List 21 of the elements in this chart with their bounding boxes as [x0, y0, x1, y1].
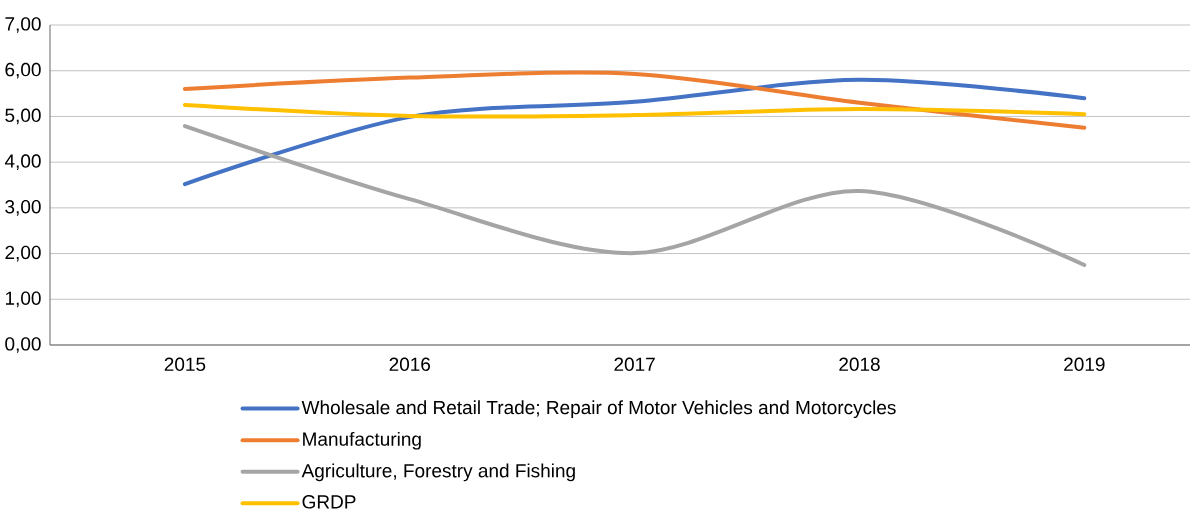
x-tick-label: 2016 — [389, 357, 431, 371]
y-tick-label: 0,00 — [5, 337, 41, 353]
legend-label: Wholesale and Retail Trade; Repair of Motor Vehicles and Motorcycles — [301, 400, 896, 419]
y-tick-label: 5,00 — [5, 108, 41, 125]
y-tick-label: 4,00 — [4, 154, 41, 170]
x-tick-label: 2015 — [164, 357, 206, 371]
line-series — [182, 124, 1087, 267]
legend-label: GRDP — [302, 495, 356, 509]
x-tick-label: 2017 — [614, 357, 655, 371]
y-tick-label: 6,00 — [5, 62, 41, 79]
y-tick-label: 7,00 — [5, 17, 41, 33]
y-tick-label: 1,00 — [5, 291, 41, 308]
legend-label: Manufacturing — [303, 431, 421, 450]
x-tick-label: 2019 — [1064, 357, 1105, 371]
y-tick-label: 3,00 — [5, 200, 41, 216]
y-tick-label: 2,00 — [5, 245, 41, 262]
x-tick-label: 2018 — [839, 357, 880, 371]
legend-label: Agriculture, Forestry and Fishing — [301, 463, 575, 482]
line-series — [182, 77, 1087, 187]
line-series — [182, 103, 1087, 119]
line-series — [182, 70, 1087, 130]
